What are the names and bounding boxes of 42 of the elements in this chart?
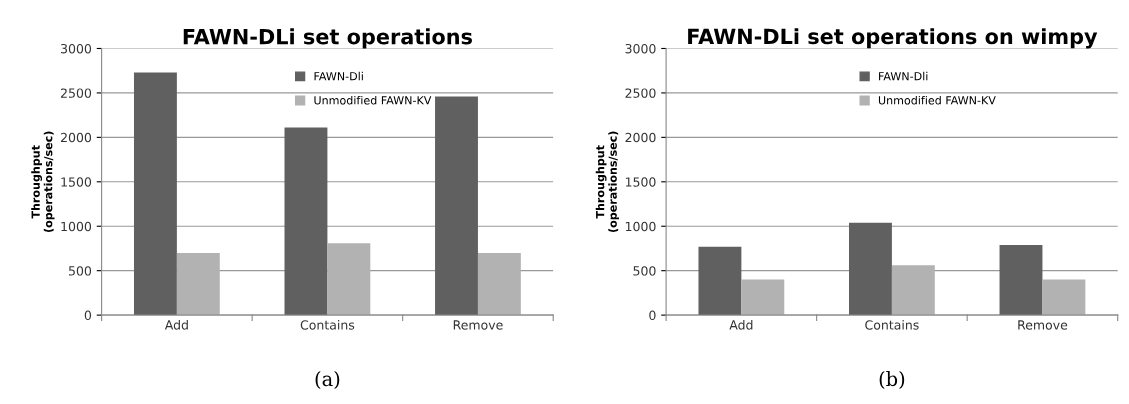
- bar: [176, 252, 220, 316]
- bar: [284, 127, 328, 316]
- y-tick-label: 2500: [60, 88, 92, 98]
- bar: [849, 222, 892, 316]
- chart-title: FAWN-DLi set operations on wimpy: [688, 28, 1098, 49]
- y-tick-label: 2500: [625, 88, 656, 98]
- x-tick-label: Contains: [865, 319, 919, 330]
- text: (b): [879, 371, 905, 389]
- bar: [435, 96, 478, 316]
- bar: [133, 72, 177, 316]
- y-tick-label: 0: [84, 310, 92, 321]
- y-tick-label: 2000: [60, 132, 92, 143]
- y-tick-label: 1000: [625, 221, 656, 232]
- bar: [741, 279, 785, 316]
- y-tick-label: 3000: [61, 43, 92, 54]
- bar: [477, 252, 521, 316]
- y-tick-label: 1500: [625, 177, 656, 187]
- legend-label: FAWN-Dli: [314, 71, 363, 81]
- text: (a): [315, 371, 340, 389]
- bar: [891, 265, 935, 316]
- chart-title: FAWN-DLi set operations: [183, 28, 472, 49]
- y-axis-title: Throughput (operations/sec): [31, 131, 55, 233]
- x-tick-label: Contains: [300, 319, 355, 330]
- x-tick-label: Remove: [1018, 320, 1068, 330]
- y-tick-label: 500: [633, 266, 656, 276]
- bar: [327, 243, 371, 316]
- y-tick-label: 3000: [625, 43, 656, 54]
- y-tick-label: 500: [68, 266, 92, 276]
- bar: [1042, 279, 1086, 316]
- y-tick-label: 0: [649, 310, 656, 321]
- bar: [999, 244, 1043, 316]
- legend-label: Unmodified FAWN-KV: [314, 95, 432, 105]
- legend-label: FAWN-Dli: [879, 71, 928, 81]
- x-tick-label: Add: [164, 319, 188, 330]
- bar: [698, 246, 742, 316]
- legend-label: Unmodified FAWN-KV: [878, 95, 996, 105]
- x-tick-label: Add: [729, 319, 753, 330]
- y-axis-title: Throughput (operations/sec): [595, 131, 620, 233]
- y-tick-label: 1500: [61, 177, 92, 187]
- y-tick-label: 2000: [625, 132, 656, 143]
- y-tick-label: 1000: [61, 221, 92, 232]
- x-tick-label: Remove: [453, 320, 503, 330]
